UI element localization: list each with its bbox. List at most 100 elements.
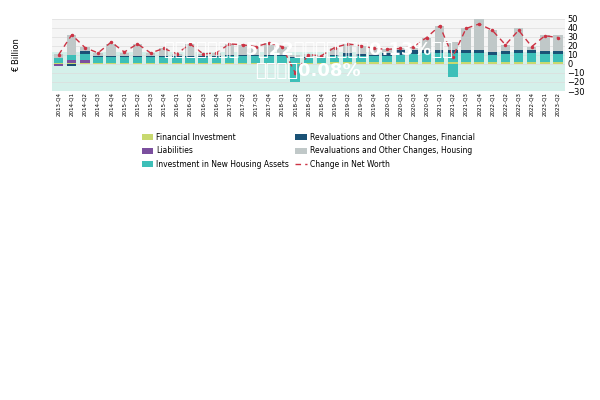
Bar: [356, 56, 365, 62]
Bar: [290, 56, 300, 58]
Bar: [290, 55, 300, 56]
Bar: [264, 55, 274, 56]
Bar: [94, 53, 103, 56]
Bar: [264, 63, 274, 64]
Bar: [251, 56, 260, 63]
Bar: [251, 55, 260, 56]
Bar: [199, 63, 208, 64]
Bar: [304, 58, 313, 63]
Bar: [501, 54, 510, 62]
Bar: [461, 62, 471, 64]
Bar: [475, 16, 484, 50]
Bar: [146, 53, 155, 56]
Bar: [146, 56, 155, 63]
Bar: [553, 51, 563, 54]
Bar: [448, 64, 458, 78]
Bar: [277, 47, 287, 55]
Text: 股市配资合法吗 5月22日建龙转债上涨0.13%，转
股溢价獵0.08%: 股市配资合法吗 5月22日建龙转债上涨0.13%，转 股溢价獵0.08%: [164, 41, 453, 80]
Bar: [133, 56, 142, 63]
Bar: [370, 55, 379, 56]
Bar: [527, 53, 536, 62]
Bar: [80, 54, 89, 60]
Bar: [395, 48, 405, 50]
Bar: [172, 63, 182, 64]
Bar: [409, 54, 418, 62]
Bar: [409, 62, 418, 64]
Bar: [238, 55, 247, 56]
Bar: [501, 51, 510, 54]
Bar: [67, 64, 76, 66]
Bar: [540, 54, 550, 62]
Bar: [80, 60, 89, 63]
Bar: [290, 64, 300, 82]
Bar: [185, 63, 195, 64]
Bar: [382, 53, 392, 56]
Text: € Billion: € Billion: [11, 38, 20, 72]
Bar: [382, 62, 392, 64]
Bar: [212, 63, 221, 64]
Bar: [540, 35, 550, 51]
Bar: [199, 54, 208, 56]
Bar: [448, 50, 458, 53]
Bar: [106, 56, 116, 63]
Bar: [435, 53, 445, 62]
Bar: [488, 52, 497, 55]
Bar: [422, 38, 431, 50]
Bar: [356, 46, 365, 54]
Bar: [514, 50, 523, 53]
Bar: [514, 62, 523, 64]
Bar: [225, 55, 234, 56]
Bar: [80, 63, 89, 64]
Bar: [277, 56, 287, 63]
Bar: [251, 63, 260, 64]
Bar: [199, 56, 208, 63]
Bar: [264, 56, 274, 63]
Bar: [106, 44, 116, 56]
Bar: [343, 62, 352, 64]
Bar: [370, 62, 379, 64]
Bar: [422, 53, 431, 62]
Bar: [159, 63, 169, 64]
Bar: [488, 30, 497, 52]
Bar: [185, 44, 195, 56]
Bar: [304, 56, 313, 58]
Bar: [54, 63, 64, 64]
Bar: [304, 63, 313, 64]
Bar: [540, 51, 550, 54]
Bar: [304, 54, 313, 56]
Bar: [225, 56, 234, 63]
Bar: [343, 56, 352, 62]
Bar: [330, 62, 340, 64]
Bar: [461, 50, 471, 53]
Bar: [501, 62, 510, 64]
Bar: [159, 48, 169, 56]
Bar: [317, 56, 326, 58]
Bar: [52, 52, 565, 91]
Bar: [94, 63, 103, 64]
Bar: [553, 54, 563, 62]
Bar: [330, 55, 340, 56]
Bar: [317, 58, 326, 63]
Bar: [448, 53, 458, 62]
Bar: [290, 58, 300, 63]
Bar: [146, 63, 155, 64]
Bar: [514, 28, 523, 50]
Bar: [422, 50, 431, 53]
Bar: [409, 50, 418, 54]
Bar: [488, 62, 497, 64]
Legend: Financial Investment, Liabilities, Investment in New Housing Assets, Revaluation: Financial Investment, Liabilities, Inves…: [139, 130, 478, 172]
Bar: [382, 56, 392, 62]
Bar: [238, 45, 247, 55]
Bar: [356, 62, 365, 64]
Bar: [80, 47, 89, 51]
Bar: [527, 62, 536, 64]
Bar: [172, 54, 182, 56]
Bar: [54, 64, 64, 66]
Bar: [119, 63, 129, 64]
Bar: [80, 51, 89, 54]
Bar: [553, 62, 563, 64]
Bar: [370, 56, 379, 62]
Bar: [395, 55, 405, 62]
Bar: [225, 44, 234, 55]
Bar: [133, 44, 142, 56]
